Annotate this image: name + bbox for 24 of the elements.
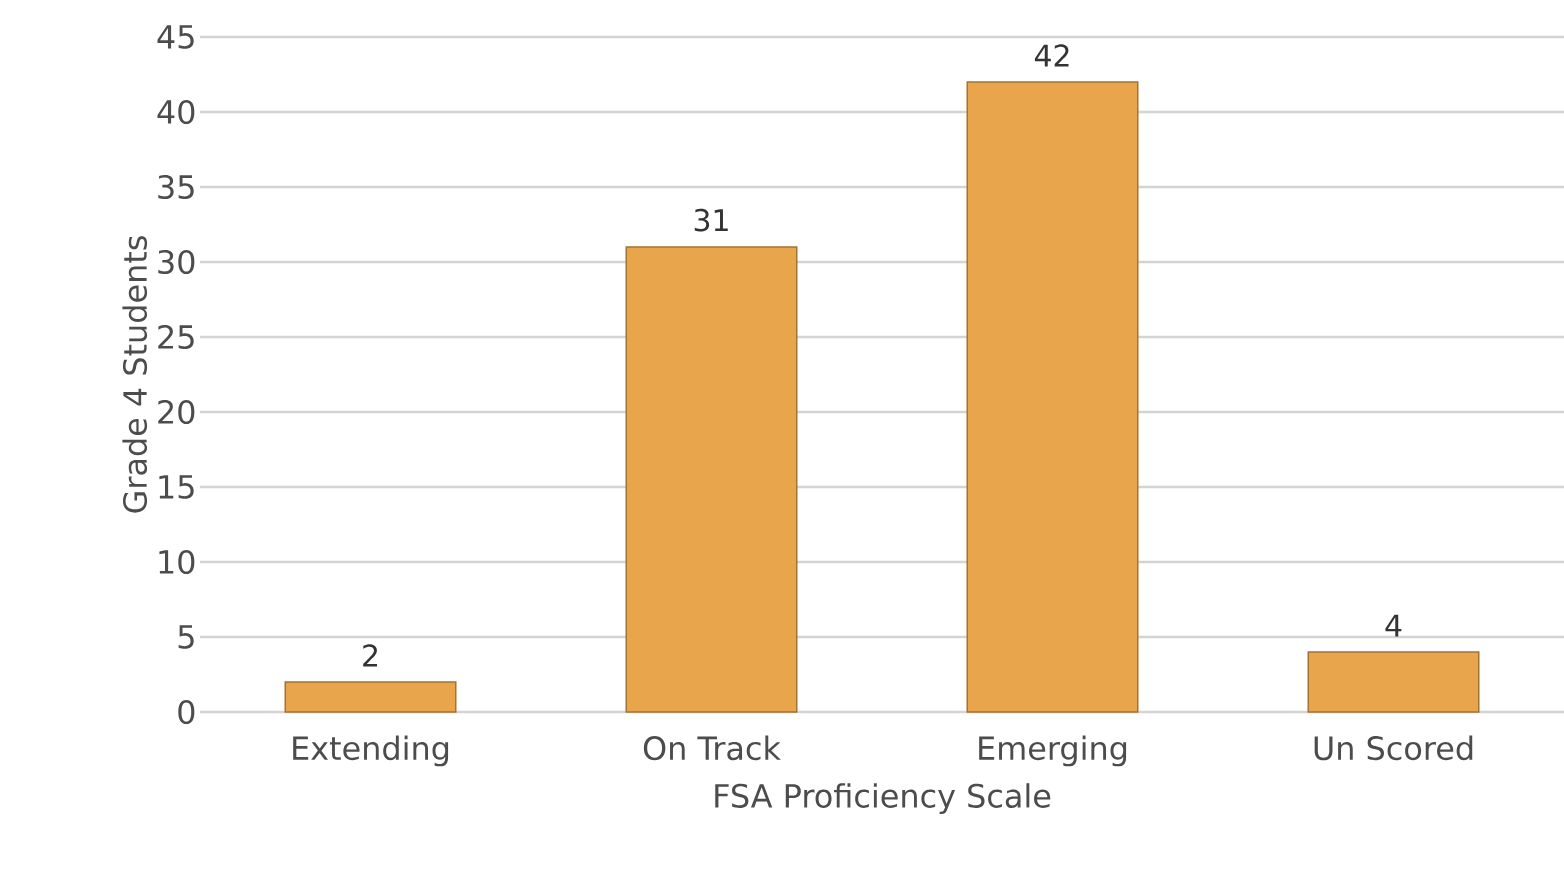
- data-label: 31: [694, 208, 728, 232]
- bar: [625, 246, 798, 713]
- y-axis-title: Grade 4 Students: [122, 236, 148, 513]
- x-tick-label: Un Scored: [1314, 735, 1473, 761]
- data-label: 42: [1034, 44, 1069, 67]
- y-tick-label: 45: [157, 25, 194, 49]
- y-tick-label: 40: [157, 99, 195, 125]
- x-tick-label: Extending: [293, 735, 449, 767]
- bar: [284, 681, 457, 713]
- data-label: 4: [1385, 614, 1402, 637]
- x-tick-label: Emerging: [979, 735, 1127, 767]
- y-tick-label: 25: [158, 324, 194, 350]
- y-tick-label: 35: [158, 174, 194, 200]
- y-tick-label: 30: [158, 249, 195, 275]
- y-tick-label: 0: [178, 699, 195, 725]
- x-axis-title: FSA Proficiency Scale: [715, 783, 1051, 815]
- y-tick-label: 20: [158, 399, 195, 425]
- y-tick-label: 10: [159, 549, 195, 575]
- bar: [1307, 651, 1480, 713]
- y-tick-label: 5: [178, 625, 194, 649]
- data-label: 2: [363, 644, 378, 667]
- bar: [966, 81, 1139, 713]
- x-tick-label: On Track: [643, 735, 781, 761]
- y-tick-label: 15: [159, 475, 194, 499]
